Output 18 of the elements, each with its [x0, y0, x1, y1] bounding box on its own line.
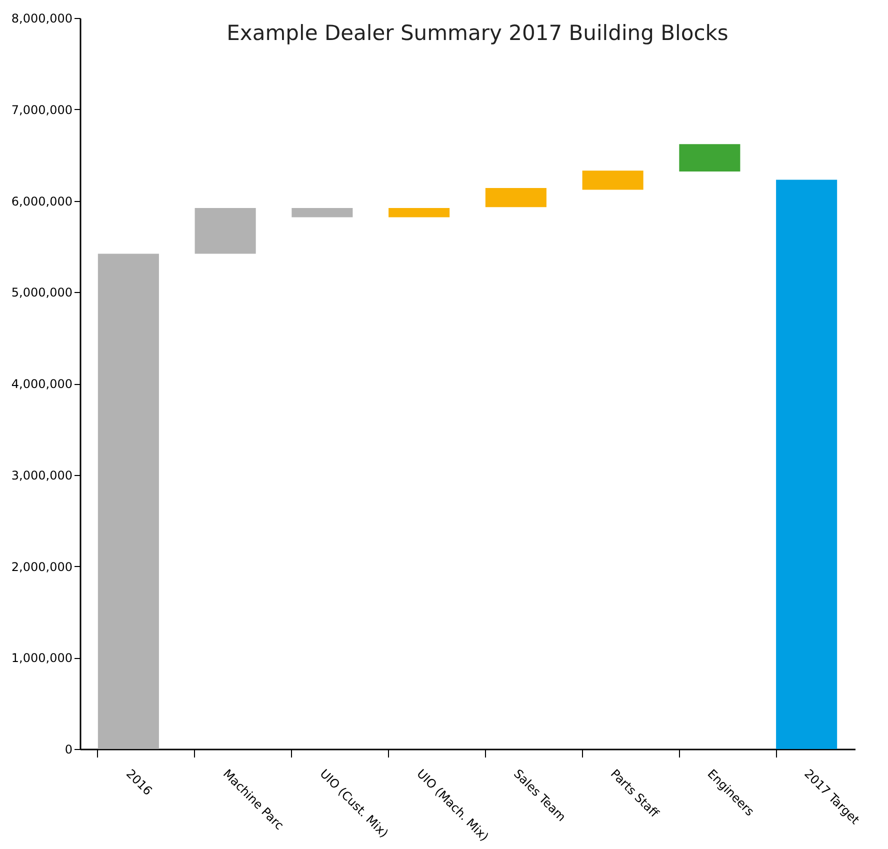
- y-tick-label: 1,000,000: [11, 651, 72, 666]
- y-tick-label: 6,000,000: [11, 194, 72, 208]
- bar: [679, 144, 740, 172]
- chart-title: Example Dealer Summary 2017 Building Blocks: [226, 21, 728, 45]
- y-tick-label: 4,000,000: [11, 377, 72, 391]
- y-tick-label: 7,000,000: [11, 102, 72, 117]
- y-tick-label: 0: [64, 742, 72, 756]
- y-tick-label: 8,000,000: [11, 12, 72, 26]
- bar: [388, 208, 450, 218]
- y-tick-label: 2,000,000: [11, 560, 72, 574]
- bar: [582, 170, 644, 190]
- bar: [485, 188, 546, 208]
- bar: [776, 180, 838, 749]
- y-tick-label: 5,000,000: [11, 286, 72, 300]
- y-tick-label: 3,000,000: [11, 468, 72, 482]
- bar: [194, 208, 256, 254]
- bar: [98, 254, 159, 749]
- bar: [292, 208, 353, 218]
